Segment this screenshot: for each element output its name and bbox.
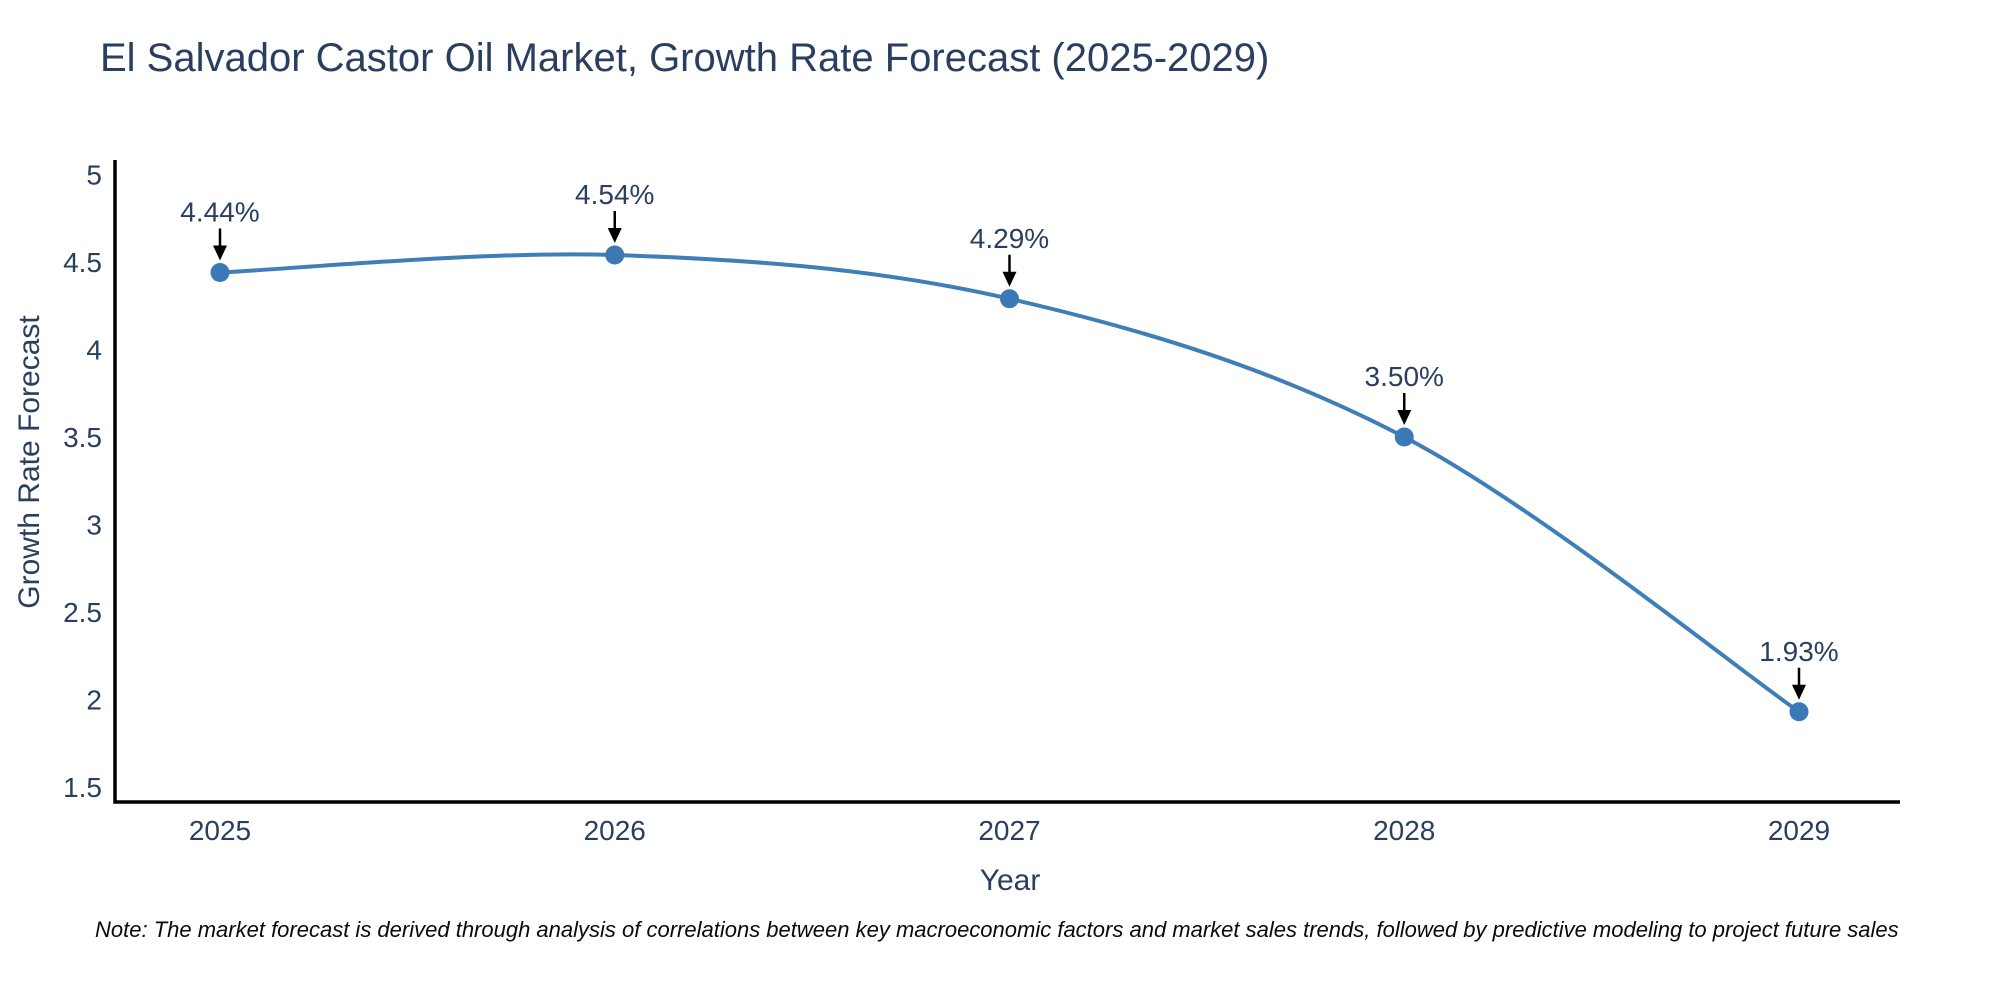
y-tick-label: 1.5 xyxy=(63,772,102,803)
y-tick-label: 2.5 xyxy=(63,597,102,628)
data-point-label: 4.44% xyxy=(180,197,259,228)
y-axis-title: Growth Rate Forecast xyxy=(13,315,46,609)
forecast-line[interactable] xyxy=(218,252,1801,714)
annotation-arrowhead-icon xyxy=(1397,410,1412,425)
y-tick-label: 4.5 xyxy=(63,247,102,278)
x-tick-label: 2028 xyxy=(1373,815,1435,846)
x-tick-label: 2025 xyxy=(189,815,251,846)
data-point-marker[interactable] xyxy=(1789,702,1809,722)
annotation-arrowhead-icon xyxy=(1002,271,1017,287)
x-axis-title: Year xyxy=(979,864,1041,897)
axis-lines xyxy=(113,160,1900,804)
chart-title: El Salvador Castor Oil Market, Growth Ra… xyxy=(100,36,1270,80)
data-point-marker[interactable] xyxy=(605,245,625,265)
y-tick-label: 5 xyxy=(86,160,102,191)
data-point-label: 1.93% xyxy=(1759,636,1838,667)
x-tick-label: 2027 xyxy=(978,815,1040,846)
data-point-marker[interactable] xyxy=(1394,427,1414,447)
y-tick-label: 3 xyxy=(86,510,102,541)
data-point-label: 4.29% xyxy=(970,223,1049,254)
y-tick-label: 4 xyxy=(86,335,102,366)
x-tick-label: 2029 xyxy=(1768,815,1830,846)
y-tick-label: 3.5 xyxy=(63,422,102,453)
data-point-label: 3.50% xyxy=(1365,361,1444,392)
data-point-marker[interactable] xyxy=(210,263,230,282)
x-tick-label: 2026 xyxy=(584,815,646,846)
annotation-arrowhead-icon xyxy=(213,245,227,261)
data-point-label: 4.54% xyxy=(575,179,654,210)
plot-area[interactable] xyxy=(115,160,1900,802)
data-point-marker[interactable] xyxy=(1000,289,1019,309)
annotation-arrowhead-icon xyxy=(607,228,622,243)
y-tick-label: 2 xyxy=(86,685,102,716)
chart-footnote: Note: The market forecast is derived thr… xyxy=(95,917,1899,942)
annotation-arrowhead-icon xyxy=(1792,684,1806,700)
